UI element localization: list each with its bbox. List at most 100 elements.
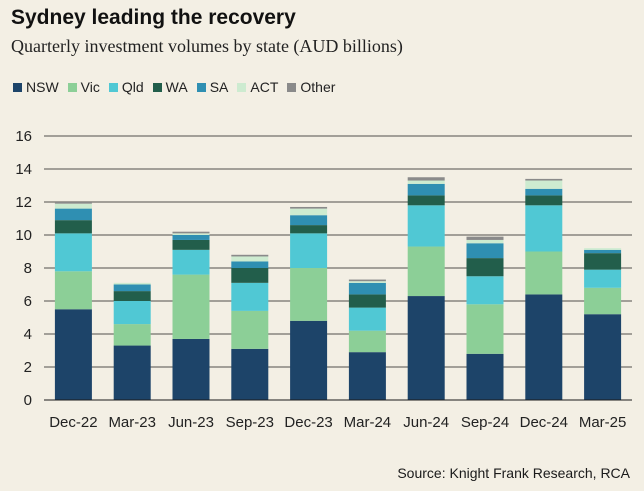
bar-segment-wa	[348, 294, 386, 308]
legend-label: ACT	[250, 79, 279, 95]
y-tick-label: 8	[24, 260, 32, 277]
bar-segment-qld	[290, 233, 328, 268]
y-tick-label: 4	[24, 326, 32, 343]
bar-segment-nsw	[407, 296, 445, 400]
bar-segment-act	[172, 233, 210, 235]
bar-segment-sa	[466, 243, 504, 259]
bar-segment-qld	[466, 276, 504, 305]
legend-item-sa: SA	[196, 79, 229, 95]
bar-segment-act	[525, 180, 563, 189]
bar-segment-act	[407, 180, 445, 184]
y-tick-label: 10	[15, 227, 32, 244]
chart-subtitle: Quarterly investment volumes by state (A…	[11, 36, 403, 56]
y-tick-label: 2	[24, 359, 32, 376]
bar-segment-qld	[231, 282, 269, 311]
x-tick-label: Sep-24	[461, 414, 509, 431]
bar-segment-act	[584, 248, 622, 250]
bar-segment-qld	[172, 249, 210, 275]
bar-segment-other	[54, 202, 92, 204]
bar-segment-act	[348, 281, 386, 283]
bar-segment-wa	[290, 225, 328, 234]
bar-segment-sa	[54, 208, 92, 221]
bar-segment-vic	[407, 246, 445, 297]
bar-segment-nsw	[290, 320, 328, 400]
bar-segment-qld	[113, 301, 151, 325]
bar-segment-act	[113, 282, 151, 285]
bar-segment-act	[466, 239, 504, 244]
bar-segment-nsw	[466, 353, 504, 400]
bar-segment-sa	[231, 261, 269, 268]
bar-segment-vic	[172, 274, 210, 339]
x-tick-label: Dec-23	[284, 414, 332, 431]
bar-segment-sa	[525, 188, 563, 196]
bar-segment-vic	[290, 268, 328, 321]
bar-segment-nsw	[54, 309, 92, 400]
bar-segment-qld	[584, 269, 622, 288]
y-tick-label: 12	[15, 194, 32, 211]
bar-segment-act	[231, 256, 269, 262]
chart-title: Sydney leading the recovery	[11, 6, 296, 29]
bar-segment-wa	[525, 195, 563, 206]
bar-segment-wa	[113, 291, 151, 301]
bar-segment-qld	[54, 233, 92, 272]
bar-segment-other	[466, 236, 504, 240]
legend-label: Qld	[121, 79, 144, 95]
legend-swatch	[196, 82, 206, 92]
legend-swatch	[67, 82, 77, 92]
bar-segment-nsw	[584, 314, 622, 400]
bar-segment-wa	[466, 258, 504, 277]
bar-segment-wa	[231, 268, 269, 283]
legend-swatch	[13, 82, 22, 92]
legend-swatch	[237, 82, 247, 92]
bar-segment-wa	[172, 239, 210, 250]
bar-segment-vic	[113, 324, 151, 346]
x-tick-label: Sep-23	[226, 414, 274, 431]
bar-segment-other	[525, 178, 563, 181]
bar-segment-qld	[407, 205, 445, 247]
legend-item-vic: Vic	[67, 79, 100, 95]
bar-segment-vic	[54, 271, 92, 310]
bar-segment-vic	[584, 287, 622, 315]
bar-segment-wa	[407, 195, 445, 206]
bar-segment-nsw	[525, 294, 563, 400]
bar-segment-other	[290, 206, 328, 209]
bar-segment-other	[231, 254, 269, 257]
source-note: Source: Knight Frank Research, RCA	[397, 465, 630, 481]
bar-segment-sa	[407, 183, 445, 196]
legend-item-wa: WA	[152, 79, 188, 95]
bar-segment-sa	[584, 249, 622, 254]
bar-segment-vic	[466, 304, 504, 354]
legend-label: NSW	[26, 79, 59, 95]
bar-segment-nsw	[172, 338, 210, 400]
bar-segment-sa	[348, 282, 386, 295]
bar-segment-act	[290, 208, 328, 216]
y-tick-label: 14	[15, 161, 32, 178]
legend-swatch	[108, 82, 118, 92]
bar-segment-vic	[231, 310, 269, 349]
bar-segment-sa	[172, 235, 210, 240]
legend-label: SA	[209, 79, 229, 95]
bar-segment-nsw	[231, 348, 269, 400]
bar-segment-wa	[54, 220, 92, 234]
y-tick-label: 16	[15, 128, 32, 145]
legend-label: WA	[165, 79, 188, 95]
legend-swatch	[287, 82, 297, 92]
x-tick-label: Dec-24	[520, 414, 568, 431]
legend-label: Vic	[80, 79, 100, 95]
bar-segment-other	[407, 177, 445, 181]
legend-swatch	[152, 82, 162, 92]
bar-segment-nsw	[348, 352, 386, 400]
x-tick-label: Dec-22	[49, 414, 97, 431]
bar-segment-sa	[290, 215, 328, 226]
x-tick-label: Mar-25	[579, 414, 627, 431]
bar-segment-wa	[584, 253, 622, 270]
bar-segment-vic	[525, 251, 563, 295]
bar-segment-sa	[113, 284, 151, 292]
bar-segment-nsw	[113, 345, 151, 400]
bar-segment-qld	[525, 205, 563, 252]
y-tick-label: 0	[24, 392, 32, 409]
legend-item-act: ACT	[237, 79, 278, 95]
legend-item-other: Other	[287, 79, 335, 95]
chart-legend: NSW Vic Qld WA SA ACT Other	[13, 79, 335, 95]
